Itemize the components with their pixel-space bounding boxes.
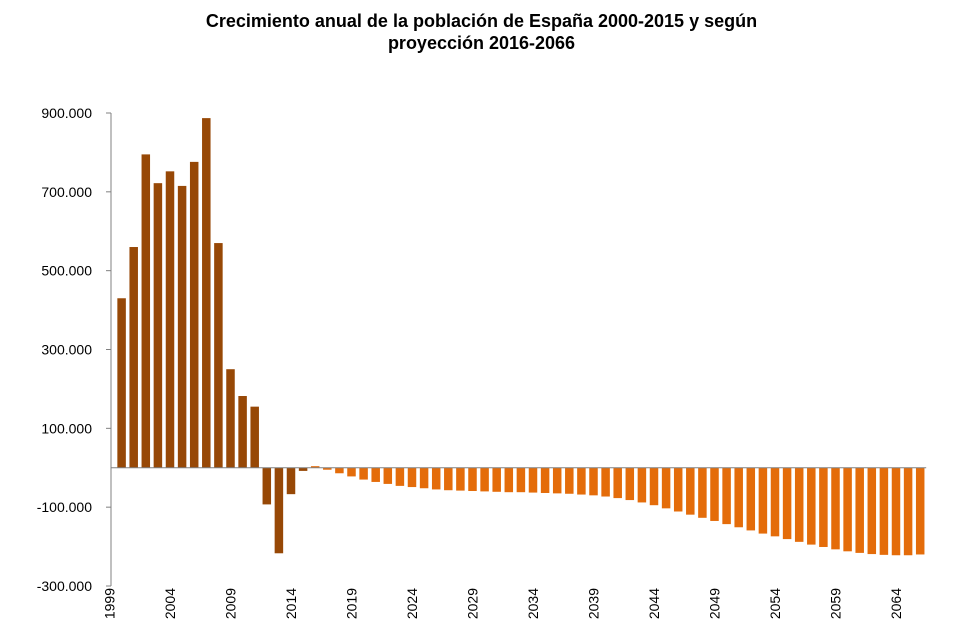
bar-2060 <box>843 467 852 552</box>
x-tick-label: 2049 <box>707 588 723 619</box>
bar-2043 <box>637 467 647 503</box>
bar-2017 <box>323 467 332 470</box>
bar-2065 <box>903 467 913 556</box>
bar-2041 <box>613 467 622 499</box>
y-axis-ticks: 900.000 700.000 500.000 300.000 100.000 -100.… <box>37 105 111 594</box>
bar-2040 <box>601 467 610 497</box>
bar-2039 <box>589 467 598 496</box>
bar-2024 <box>407 467 417 488</box>
y-tick-label: 100.000 <box>41 420 92 436</box>
bar-2000 <box>117 298 126 468</box>
y-tick-label: 300.000 <box>41 342 92 358</box>
bar-2045 <box>661 467 671 509</box>
bar-2055 <box>782 467 792 540</box>
bar-2036 <box>552 467 562 494</box>
bar-2015 <box>298 467 308 471</box>
y-tick-label: 500.000 <box>41 263 92 279</box>
bar-2066 <box>915 467 925 555</box>
x-tick-label: 2019 <box>344 588 360 619</box>
bar-2038 <box>577 467 586 495</box>
bar-2054 <box>770 467 780 537</box>
chart-title: Crecimiento anual de la población de Esp… <box>0 10 963 54</box>
x-tick-label: 2009 <box>223 588 239 619</box>
bar-2049 <box>710 467 719 521</box>
bar-2013 <box>274 467 284 554</box>
bar-2005 <box>177 185 187 468</box>
bar-2061 <box>855 467 864 553</box>
bar-2014 <box>286 467 296 495</box>
x-tick-label: 2034 <box>525 588 541 619</box>
y-tick-label: -100.000 <box>37 499 92 515</box>
bar-2063 <box>879 467 889 555</box>
bar-2006 <box>189 161 199 468</box>
bar-2032 <box>504 467 514 493</box>
bar-2037 <box>565 467 574 494</box>
x-tick-label: 2014 <box>283 588 299 619</box>
x-tick-label: 2024 <box>404 588 420 619</box>
x-tick-label: 2004 <box>162 588 178 619</box>
bar-2021 <box>371 467 380 482</box>
bar-2004 <box>165 171 175 468</box>
bar-2042 <box>625 467 635 501</box>
x-tick-label: 2054 <box>767 588 783 619</box>
bar-2062 <box>867 467 877 555</box>
bar-2034 <box>528 467 538 493</box>
bar-2031 <box>492 467 501 492</box>
bar-2035 <box>540 467 550 493</box>
x-tick-label: 2044 <box>646 588 662 619</box>
bar-2052 <box>746 467 756 531</box>
bar-2023 <box>395 467 405 486</box>
bar-2026 <box>431 467 441 490</box>
x-tick-label: 2059 <box>828 588 844 619</box>
y-tick-label: 900.000 <box>41 105 92 121</box>
bar-2058 <box>819 467 828 547</box>
chart-title-line-2: proyección 2016-2066 <box>387 33 576 53</box>
x-tick-label: 2064 <box>888 588 904 619</box>
bar-2047 <box>686 467 695 515</box>
bar-2025 <box>419 467 429 489</box>
bar-2053 <box>758 467 768 534</box>
bar-2020 <box>359 467 368 480</box>
bar-2018 <box>335 467 344 474</box>
x-tick-label: 2039 <box>586 588 602 619</box>
x-axis-ticks: 1999 2004 2009 2014 2019 2024 2029 2034 2039 2044… <box>102 588 905 619</box>
bar-2008 <box>214 243 223 468</box>
axes-group <box>110 113 927 586</box>
bar-2057 <box>807 467 816 545</box>
bar-2011 <box>250 406 259 468</box>
bar-2016 <box>310 466 320 468</box>
bar-2044 <box>649 467 659 506</box>
bar-2027 <box>444 467 453 491</box>
bars-group <box>117 118 925 556</box>
bar-2001 <box>129 247 138 468</box>
bar-2029 <box>468 467 477 492</box>
x-tick-label: 1999 <box>102 588 118 619</box>
bar-2019 <box>347 467 356 477</box>
bar-2028 <box>456 467 465 491</box>
bar-2051 <box>734 467 743 528</box>
bar-2056 <box>794 467 804 542</box>
x-tick-label: 2029 <box>465 588 481 619</box>
bar-2022 <box>383 467 393 484</box>
bar-2002 <box>141 154 151 468</box>
bar-2050 <box>722 467 731 525</box>
bar-2059 <box>831 467 840 550</box>
y-tick-label: -300.000 <box>37 578 92 594</box>
bar-2003 <box>153 183 163 468</box>
y-tick-label: 700.000 <box>41 184 92 200</box>
bar-2064 <box>891 467 901 556</box>
bar-2048 <box>698 467 707 518</box>
bar-2009 <box>226 369 235 468</box>
bar-2010 <box>238 396 247 468</box>
bar-2030 <box>480 467 489 492</box>
bar-2046 <box>673 467 683 512</box>
bar-2007 <box>202 118 211 468</box>
chart-title-line-1: Crecimiento anual de la población de Esp… <box>205 11 758 31</box>
bar-2033 <box>516 467 526 493</box>
bar-2012 <box>262 467 272 505</box>
